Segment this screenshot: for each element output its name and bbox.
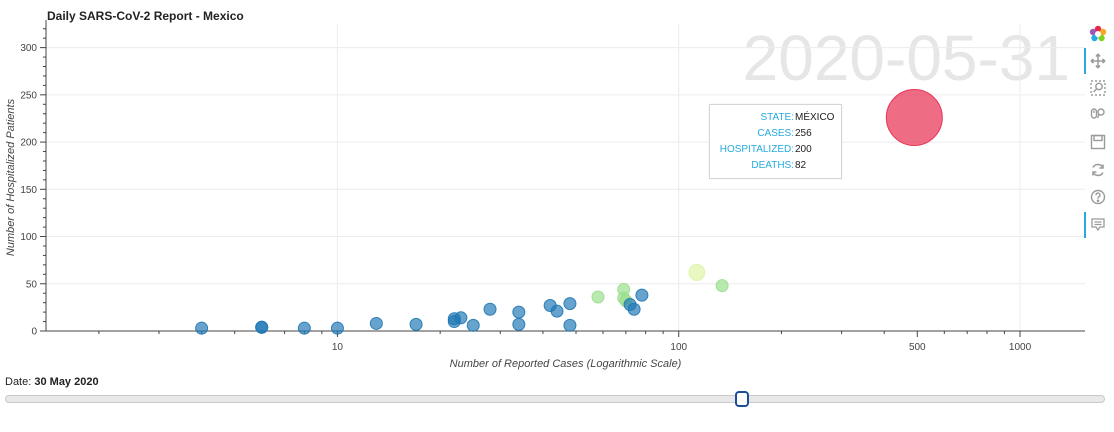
y-tick-label: 250	[20, 90, 37, 101]
data-point	[591, 290, 605, 304]
tooltip-row-state: STATE: MÉXICO	[714, 110, 837, 126]
data-point	[715, 279, 729, 293]
data-point	[409, 317, 423, 331]
bokeh-logo-icon[interactable]	[1088, 24, 1108, 44]
x-tick-label: 500	[909, 342, 926, 353]
data-point	[454, 311, 468, 325]
watermark-date: 2020-05-31	[743, 22, 1070, 94]
data-point	[512, 317, 526, 331]
date-slider-track[interactable]	[5, 395, 1105, 403]
x-tick-label: 100	[670, 342, 687, 353]
box-zoom-icon[interactable]	[1088, 78, 1108, 98]
y-tick-label: 0	[31, 327, 37, 338]
tooltip-row-hospitalized: HOSPITALIZED: 200	[714, 142, 837, 158]
tooltip-key: CASES:	[757, 128, 794, 139]
help-icon[interactable]	[1088, 187, 1108, 207]
chart-area[interactable]: 2020-05-31 0 50 100 150 200 250 300 10 100 500 1000…	[0, 0, 1085, 375]
wheel-zoom-icon[interactable]	[1088, 104, 1108, 124]
tooltip-value: MÉXICO	[795, 112, 835, 123]
tooltip-value: 256	[795, 128, 812, 139]
hover-tooltip: STATE: MÉXICO CASES: 256 HOSPITALIZED: 2…	[709, 104, 842, 179]
active-tool-indicator	[1084, 48, 1086, 74]
tooltip-key: STATE:	[760, 112, 794, 123]
tooltip-key: HOSPITALIZED:	[719, 144, 794, 155]
y-tick-label: 100	[20, 232, 37, 243]
data-point	[688, 263, 706, 281]
data-point	[635, 288, 649, 302]
tooltip-row-deaths: DEATHS: 82	[714, 158, 837, 174]
scatter-plot[interactable]: 2020-05-31 0 50 100 150 200 250 300 10 100 500 1000…	[0, 0, 1085, 375]
reset-icon[interactable]	[1088, 160, 1108, 180]
pan-icon[interactable]	[1088, 51, 1108, 71]
x-tick-label: 1000	[1009, 342, 1032, 353]
y-tick-label: 50	[26, 279, 38, 290]
data-point	[483, 302, 497, 316]
data-point	[627, 302, 641, 316]
data-point	[195, 321, 209, 335]
data-point	[330, 321, 344, 335]
date-slider-label: Date: 30 May 2020	[5, 376, 99, 388]
y-axis-label: Number of Hospitalized Patients	[5, 98, 17, 256]
y-tick-label: 300	[20, 43, 37, 54]
data-point	[885, 89, 943, 147]
active-tool-indicator	[1084, 212, 1086, 238]
tooltip-value: 200	[795, 144, 812, 155]
x-tick-label: 10	[332, 342, 344, 353]
data-point	[255, 320, 269, 334]
slider-title: Date:	[5, 376, 32, 388]
tooltip-key: DEATHS:	[751, 160, 794, 171]
data-point	[512, 305, 526, 319]
save-icon[interactable]	[1088, 132, 1108, 152]
data-point	[563, 318, 577, 332]
tooltip-row-cases: CASES: 256	[714, 126, 837, 142]
data-point	[550, 304, 564, 318]
data-point	[466, 318, 480, 332]
chart-title: Daily SARS-CoV-2 Report - Mexico	[47, 9, 244, 23]
date-slider-handle[interactable]	[735, 391, 749, 407]
y-tick-label: 150	[20, 185, 37, 196]
hover-icon[interactable]	[1088, 215, 1108, 235]
chart-toolbar	[1084, 22, 1112, 252]
slider-value: 30 May 2020	[34, 376, 99, 388]
y-tick-label: 200	[20, 138, 37, 149]
data-point	[563, 297, 577, 311]
data-point	[369, 316, 383, 330]
tooltip-value: 82	[795, 160, 807, 171]
x-axis-label: Number of Reported Cases (Logarithmic Sc…	[450, 358, 682, 370]
data-point	[297, 321, 311, 335]
